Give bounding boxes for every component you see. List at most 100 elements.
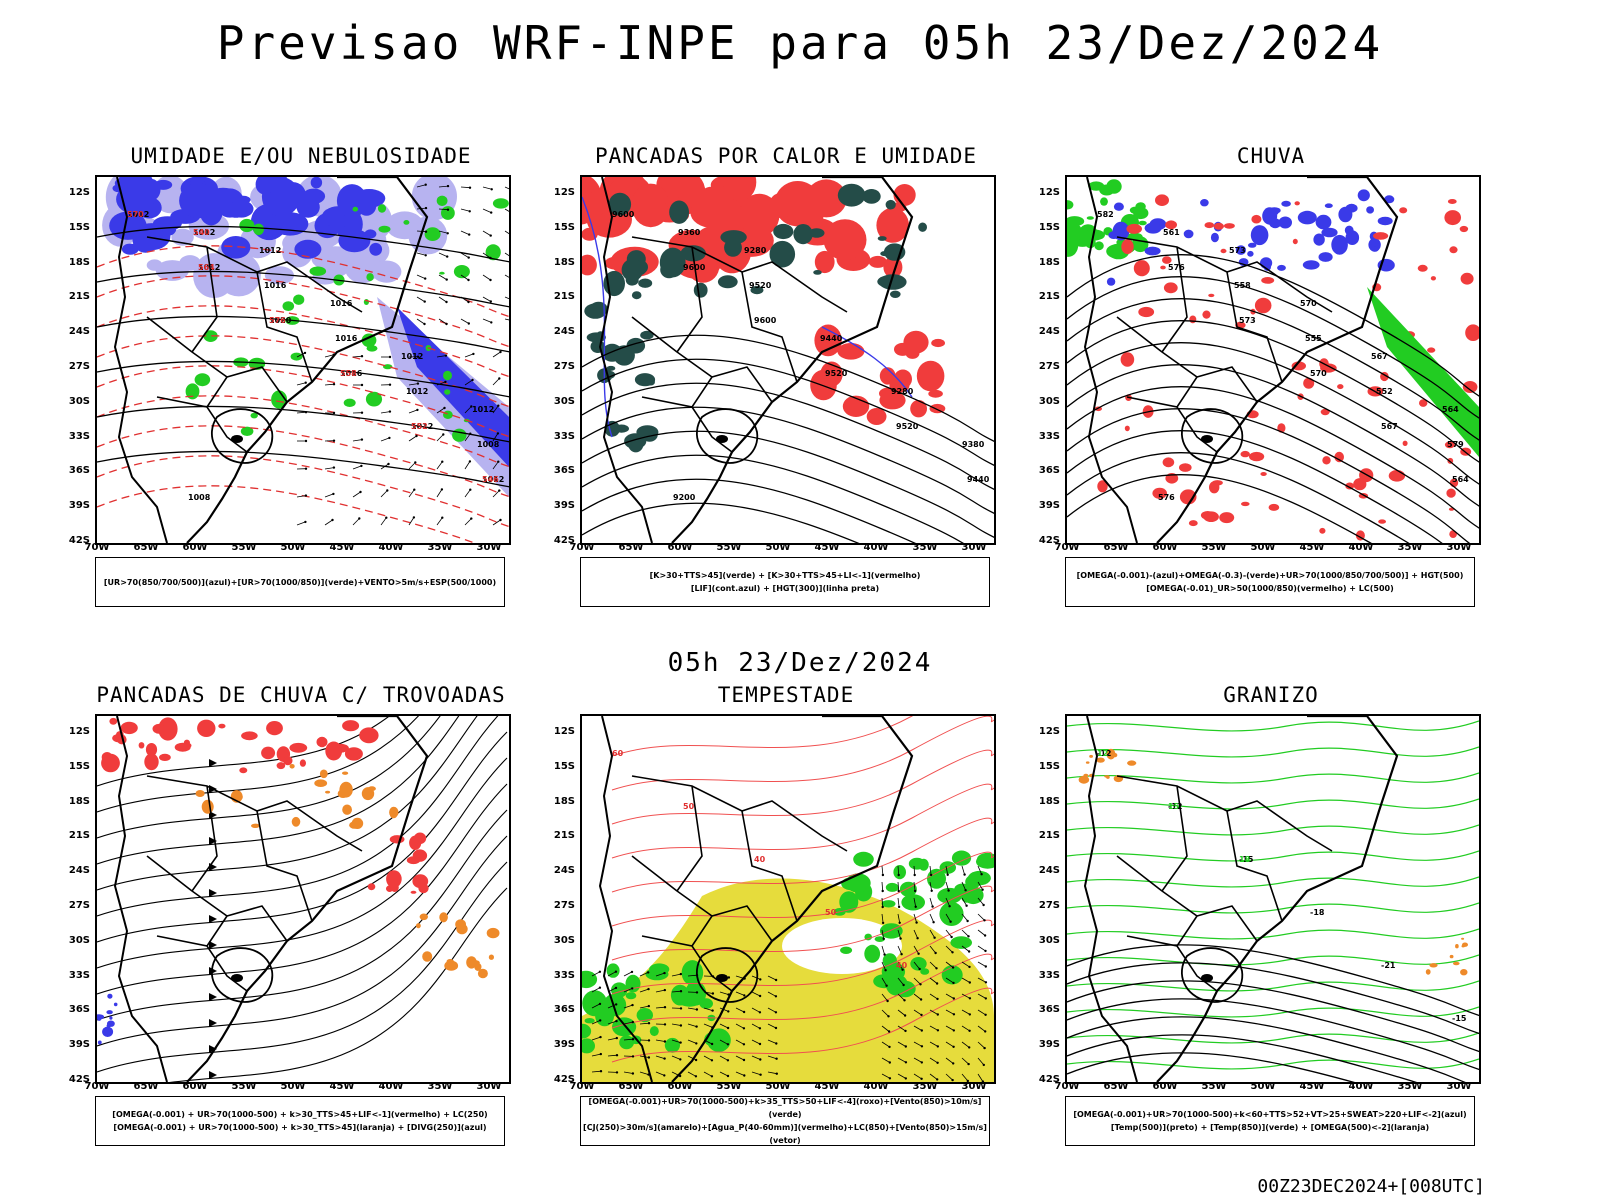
instability-teal xyxy=(769,240,796,268)
wind-vector xyxy=(735,991,745,996)
wind-vector-head xyxy=(920,1061,923,1064)
streamline-850 xyxy=(611,885,994,961)
wind-vector-head xyxy=(598,970,602,973)
storm-orange xyxy=(289,764,295,769)
lat-tick-label: 21S xyxy=(68,830,90,842)
legend-line: [OMEGA(-0.001)-(azul)+OMEGA(-0.3)-(verde… xyxy=(1076,571,1464,580)
storm-red xyxy=(359,727,379,744)
lat-tick-label: 18S xyxy=(68,256,90,268)
wind-vector-head xyxy=(331,518,334,522)
humidity-green xyxy=(282,301,295,311)
wind-vector-head xyxy=(743,994,746,997)
wind-vector-head xyxy=(711,992,715,995)
height-label: 570 xyxy=(1310,369,1327,378)
humidity-green xyxy=(378,225,391,233)
wind-vector xyxy=(416,274,426,279)
instability-teal xyxy=(659,247,686,278)
wind-vector-head xyxy=(982,1063,985,1067)
rain-red xyxy=(1162,256,1172,264)
lat-tick-label: 42S xyxy=(553,535,575,546)
wind-850-green xyxy=(839,891,859,913)
omega-blue xyxy=(1366,206,1374,214)
wind-vector-head xyxy=(981,888,984,891)
streamline-250 xyxy=(97,716,391,787)
wind-850-green xyxy=(611,982,628,998)
rain-red xyxy=(1254,297,1272,314)
omega-blue xyxy=(1235,245,1246,255)
wind-vector-head xyxy=(440,488,444,491)
wind-vector xyxy=(703,1007,713,1011)
wind-vector-head xyxy=(359,490,362,494)
wind-vector xyxy=(324,354,334,358)
lat-tick-label: 39S xyxy=(553,500,575,512)
omega-orange xyxy=(1089,754,1093,758)
pressure-label: 1012 xyxy=(472,405,494,414)
instability-teal xyxy=(862,189,881,204)
wind-vector-head xyxy=(711,1009,714,1012)
storm-orange xyxy=(291,816,301,827)
wind-vector xyxy=(416,318,425,325)
wind-vector xyxy=(751,1023,761,1029)
rain-red xyxy=(1220,248,1227,254)
omega-blue xyxy=(1260,257,1273,269)
state-borders xyxy=(1116,236,1333,453)
wind-vector xyxy=(352,439,362,442)
wind-850-green xyxy=(584,1018,595,1024)
lon-tick-label: 55W xyxy=(716,542,742,553)
wind-vector xyxy=(436,381,446,386)
rain-red xyxy=(1291,361,1306,371)
omega-blue xyxy=(1144,222,1162,234)
storm-orange xyxy=(422,951,433,962)
lon-tick-label: 35W xyxy=(427,542,453,553)
wind-850-green xyxy=(901,894,925,911)
wind-850-green xyxy=(894,980,916,998)
omega-blue xyxy=(1321,227,1338,238)
lat-tick-label: 18S xyxy=(68,795,90,807)
wind-vector-head xyxy=(915,921,918,924)
streamline-850 xyxy=(611,783,994,859)
storm-red xyxy=(144,753,159,771)
height-label: 9280 xyxy=(744,246,767,255)
wind-vector xyxy=(945,1009,955,1015)
height-500-contour xyxy=(1067,298,1479,441)
wind-vector xyxy=(416,296,425,302)
map-canvas: 1012 1012 1020 1016 1012 1012 1012 1016 1016 1012… xyxy=(97,177,509,543)
wind-vector-head xyxy=(442,433,445,436)
thickness-contour xyxy=(97,305,509,378)
lon-tick-label: 70W xyxy=(84,542,110,553)
temp-850-contour xyxy=(1067,772,1479,784)
lifted-index-contour xyxy=(582,196,613,438)
omega-green xyxy=(1067,200,1074,210)
map-panel: 60 50 40 50 40 xyxy=(580,714,996,1084)
lat-tick-label: 12S xyxy=(553,726,575,737)
wind-vector xyxy=(492,351,501,358)
wind-vector-head xyxy=(472,352,475,356)
legend-line: [Temp(500)](preto) + [Temp(850)](verde) … xyxy=(1110,1123,1430,1132)
humidity-blue xyxy=(140,178,161,201)
pressure-contour xyxy=(97,405,509,443)
wind-vector xyxy=(897,945,902,955)
lon-tick-label: 55W xyxy=(716,1081,742,1092)
pressure-label: 1008 xyxy=(188,493,211,502)
humidity-green xyxy=(352,206,359,212)
wind-vector-head xyxy=(360,355,364,358)
wind-vector-head xyxy=(388,436,391,440)
wind-vector xyxy=(408,383,418,386)
wind-vector xyxy=(719,1055,729,1061)
wind-vector xyxy=(296,495,306,498)
temp-500-contour xyxy=(1067,1052,1356,1082)
wind-vector xyxy=(881,961,886,971)
streamline-250-arrow xyxy=(209,759,217,767)
wind-vector-head xyxy=(445,278,448,281)
divergence-blue xyxy=(106,1010,113,1015)
wind-vector xyxy=(639,1022,650,1025)
wind-vector xyxy=(607,971,617,977)
wind-vector-head xyxy=(951,1078,954,1082)
wind-vector-head xyxy=(981,1080,985,1082)
instability-teal xyxy=(693,282,708,298)
instability-teal xyxy=(720,230,747,245)
coastline xyxy=(671,716,914,1082)
wind-vector-head xyxy=(774,978,778,982)
wind-vector xyxy=(913,1057,922,1063)
lat-tick-label: 24S xyxy=(68,326,90,338)
